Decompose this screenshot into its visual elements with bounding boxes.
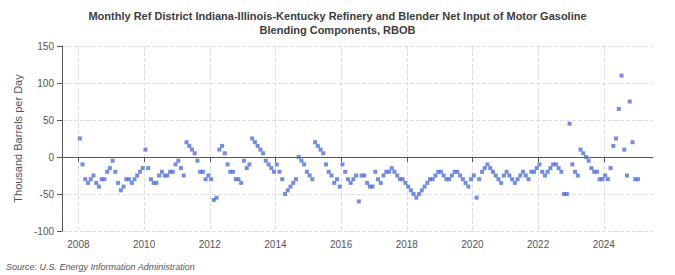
svg-text:2020: 2020 (461, 239, 484, 250)
svg-text:Blending Components, RBOB: Blending Components, RBOB (260, 24, 416, 36)
svg-text:-50: -50 (40, 189, 55, 200)
svg-text:2016: 2016 (330, 239, 353, 250)
svg-text:2024: 2024 (593, 239, 616, 250)
svg-text:2014: 2014 (264, 239, 287, 250)
svg-text:2022: 2022 (527, 239, 550, 250)
svg-text:2018: 2018 (396, 239, 419, 250)
svg-text:2008: 2008 (67, 239, 90, 250)
svg-text:150: 150 (37, 41, 54, 52)
svg-text:Monthly Ref District Indiana-I: Monthly Ref District Indiana-Illinois-Ke… (88, 10, 586, 22)
svg-text:50: 50 (43, 115, 55, 126)
svg-text:-100: -100 (34, 226, 54, 237)
svg-text:Thousand Barrels per Day: Thousand Barrels per Day (12, 74, 24, 203)
svg-text:Source: U.S. Energy Informatio: Source: U.S. Energy Information Administ… (6, 262, 195, 272)
svg-text:0: 0 (48, 152, 54, 163)
svg-text:2012: 2012 (199, 239, 222, 250)
svg-text:100: 100 (37, 78, 54, 89)
svg-text:2010: 2010 (133, 239, 156, 250)
